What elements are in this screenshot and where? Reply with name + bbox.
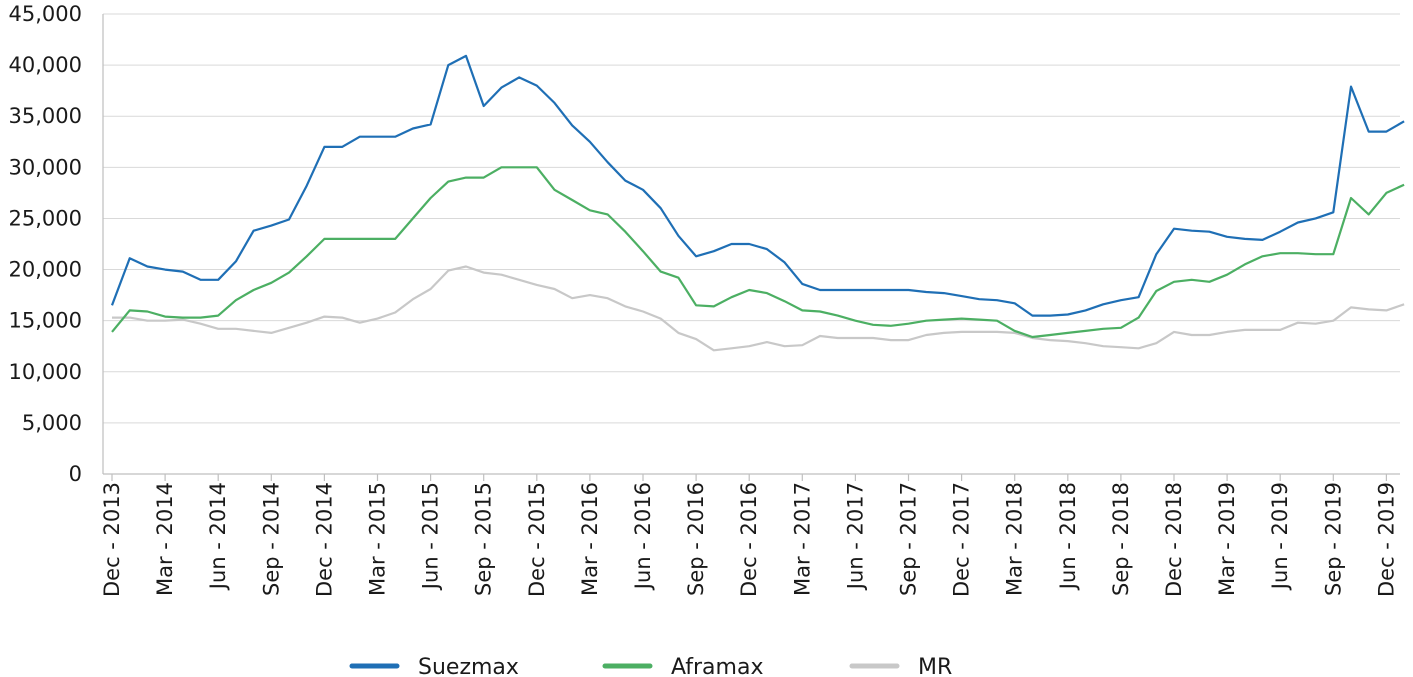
y-tick-label: 10,000 bbox=[9, 360, 82, 384]
x-tick-label: Jun - 2015 bbox=[419, 482, 443, 591]
x-tick-label: Sep - 2017 bbox=[897, 482, 921, 596]
x-tick-label: Dec - 2014 bbox=[312, 482, 336, 597]
y-tick-label: 15,000 bbox=[9, 309, 82, 333]
legend-label: Aframax bbox=[671, 655, 763, 677]
x-axis-ticks: Dec - 2013 Mar - 2014 Jun - 2014 Sep - 2014… bbox=[100, 474, 1398, 597]
axes bbox=[102, 14, 1400, 475]
legend-item-suezmax: Suezmax bbox=[349, 655, 519, 677]
legend-label: MR bbox=[918, 655, 952, 677]
y-tick-label: 25,000 bbox=[9, 206, 82, 230]
series-line-mr bbox=[112, 265, 1405, 352]
x-tick-label: Mar - 2015 bbox=[366, 482, 390, 596]
x-tick-label: Dec - 2013 bbox=[100, 482, 124, 597]
x-tick-label: Dec - 2018 bbox=[1162, 482, 1186, 597]
y-tick-label: 0 bbox=[69, 462, 82, 486]
legend-item-mr: MR bbox=[849, 655, 952, 677]
x-tick-label: Mar - 2019 bbox=[1215, 482, 1239, 596]
y-tick-label: 35,000 bbox=[9, 104, 82, 128]
x-tick-label: Dec - 2016 bbox=[737, 482, 761, 597]
x-tick-label: Sep - 2016 bbox=[684, 482, 708, 596]
x-tick-label: Mar - 2017 bbox=[790, 482, 814, 596]
x-tick-label: Jun - 2014 bbox=[206, 482, 230, 591]
series-line-aframax bbox=[111, 166, 1405, 339]
x-tick-label: Dec - 2017 bbox=[950, 482, 974, 597]
x-tick-label: Dec - 2019 bbox=[1374, 482, 1398, 597]
gridlines bbox=[103, 13, 1400, 424]
x-tick-label: Sep - 2019 bbox=[1321, 482, 1345, 596]
series-line-suezmax bbox=[110, 54, 1405, 317]
x-tick-label: Mar - 2014 bbox=[153, 482, 177, 596]
x-tick-label: Sep - 2018 bbox=[1109, 482, 1133, 596]
y-tick-label: 20,000 bbox=[9, 258, 82, 282]
y-tick-label: 5,000 bbox=[22, 411, 82, 435]
legend: Suezmax Aframax MR bbox=[349, 655, 952, 677]
y-tick-label: 30,000 bbox=[9, 155, 82, 179]
x-tick-label: Jun - 2016 bbox=[631, 482, 655, 591]
x-tick-label: Mar - 2018 bbox=[1003, 482, 1027, 596]
x-tick-label: Jun - 2017 bbox=[843, 482, 867, 591]
x-tick-label: Sep - 2015 bbox=[472, 482, 496, 596]
y-tick-label: 40,000 bbox=[9, 53, 82, 77]
y-tick-label: 45,000 bbox=[9, 2, 82, 26]
x-tick-label: Jun - 2019 bbox=[1268, 482, 1292, 591]
x-tick-label: Dec - 2015 bbox=[525, 482, 549, 597]
x-tick-label: Sep - 2014 bbox=[259, 482, 283, 596]
x-tick-label: Jun - 2018 bbox=[1056, 482, 1080, 591]
series-lines bbox=[110, 54, 1405, 352]
y-axis-ticks: 0 5,000 10,000 15,000 20,000 25,000 30,000 35,0… bbox=[9, 2, 82, 486]
x-tick-label: Mar - 2016 bbox=[578, 482, 602, 596]
legend-item-aframax: Aframax bbox=[602, 655, 763, 677]
legend-label: Suezmax bbox=[418, 655, 519, 677]
